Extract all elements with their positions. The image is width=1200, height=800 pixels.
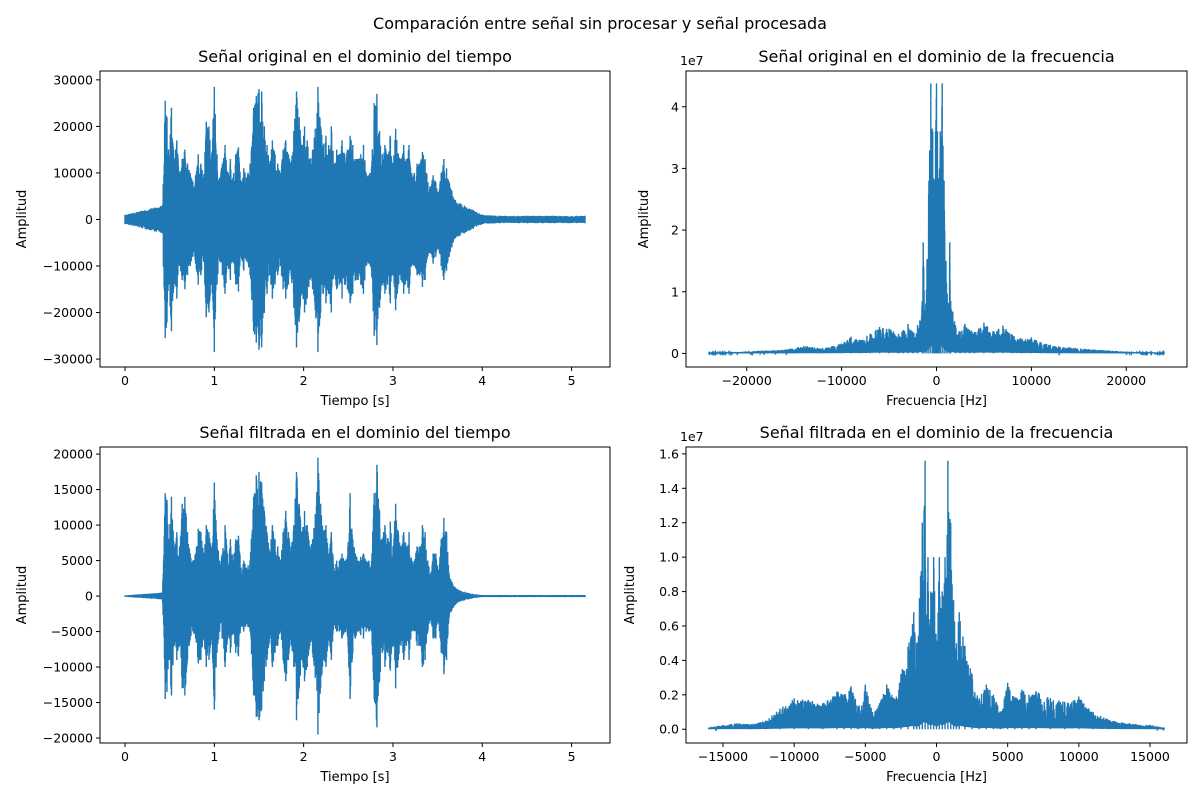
x-tick-label: 1 (210, 749, 218, 764)
x-tick-label: −10000 (816, 373, 866, 388)
y-tick-label: −5000 (51, 624, 93, 639)
x-tick-label: 2 (300, 373, 308, 388)
y-tick-label: −10000 (43, 660, 93, 675)
y-tick-label: 1 (671, 284, 679, 299)
y-tick-label: 0.0 (659, 722, 679, 737)
y-tick-label: 1.2 (659, 515, 679, 530)
axes-frame (99, 446, 611, 744)
y-tick-label: 0 (671, 346, 679, 361)
x-tick-label: 3 (389, 749, 397, 764)
x-tick-label: 20000 (1106, 373, 1146, 388)
x-tick-label: 10000 (1012, 373, 1052, 388)
figure-suptitle: Comparación entre señal sin procesar y s… (373, 14, 827, 33)
x-tick-label: 4 (478, 373, 486, 388)
x-tick-label: 10000 (1059, 749, 1099, 764)
x-axis-label: Frecuencia [Hz] (886, 770, 987, 785)
y-offset-text: 1e7 (680, 429, 704, 444)
y-offset-text: 1e7 (680, 53, 704, 68)
y-tick-label: 1.0 (659, 550, 679, 565)
y-axis-label: Amplitud (15, 190, 30, 249)
x-tick-label: 3 (389, 373, 397, 388)
y-tick-label: 10000 (53, 165, 93, 180)
x-tick-label: 15000 (1130, 749, 1170, 764)
signal-trace (124, 86, 586, 353)
panel-title: Señal original en el dominio de la frecu… (758, 47, 1114, 66)
x-tick-label: 0 (121, 373, 129, 388)
x-tick-label: 2 (300, 749, 308, 764)
x-tick-label: 0 (121, 749, 129, 764)
y-tick-label: −30000 (43, 352, 93, 367)
signal-trace (708, 460, 1165, 732)
panel-filtered-frequency: Señal filtrada en el dominio de la frecu… (623, 423, 1188, 785)
y-tick-label: 5000 (61, 553, 93, 568)
y-tick-label: 0.2 (659, 687, 679, 702)
y-tick-label: −20000 (43, 731, 93, 746)
x-tick-label: 0 (933, 373, 941, 388)
panel-title: Señal filtrada en el dominio de la frecu… (760, 423, 1114, 442)
y-axis-label: Amplitud (15, 566, 30, 625)
x-axis-label: Frecuencia [Hz] (886, 394, 987, 409)
y-tick-label: 0 (85, 589, 93, 604)
y-tick-label: 3 (671, 161, 679, 176)
y-tick-label: 10000 (53, 518, 93, 533)
x-tick-label: −5000 (844, 749, 886, 764)
y-tick-label: 20000 (53, 447, 93, 462)
panel-filtered-time: Señal filtrada en el dominio del tiempo 0… (15, 423, 611, 785)
y-tick-label: −20000 (43, 305, 93, 320)
y-tick-label: 20000 (53, 119, 93, 134)
y-tick-label: 0 (85, 212, 93, 227)
panel-title: Señal original en el dominio del tiempo (198, 47, 512, 66)
y-axis-label: Amplitud (637, 190, 652, 249)
y-tick-label: 2 (671, 223, 679, 238)
y-tick-label: 1.4 (659, 481, 679, 496)
y-tick-label: 15000 (53, 482, 93, 497)
x-tick-label: −20000 (722, 373, 772, 388)
y-tick-label: −15000 (43, 695, 93, 710)
y-tick-label: 0.4 (659, 653, 679, 668)
y-tick-label: −10000 (43, 259, 93, 274)
x-tick-label: 5000 (992, 749, 1024, 764)
x-tick-label: −15000 (698, 749, 748, 764)
panel-original-frequency: Señal original en el dominio de la frecu… (637, 47, 1188, 409)
x-tick-label: −10000 (769, 749, 819, 764)
x-tick-label: 1 (210, 373, 218, 388)
y-tick-label: 0.6 (659, 618, 679, 633)
x-tick-label: 0 (933, 749, 941, 764)
x-axis-label: Tiempo [s] (319, 394, 389, 409)
y-tick-label: 30000 (53, 72, 93, 87)
panel-original-time: Señal original en el dominio del tiempo 0… (15, 47, 611, 409)
y-tick-label: 4 (671, 99, 679, 114)
signal-trace (708, 83, 1165, 357)
x-tick-label: 5 (568, 373, 576, 388)
x-tick-label: 4 (478, 749, 486, 764)
signal-trace (124, 457, 586, 735)
x-tick-label: 5 (568, 749, 576, 764)
y-axis-label: Amplitud (623, 566, 638, 625)
panel-title: Señal filtrada en el dominio del tiempo (199, 423, 510, 442)
y-tick-label: 0.8 (659, 584, 679, 599)
x-axis-label: Tiempo [s] (319, 770, 389, 785)
y-tick-label: 1.6 (659, 446, 679, 461)
